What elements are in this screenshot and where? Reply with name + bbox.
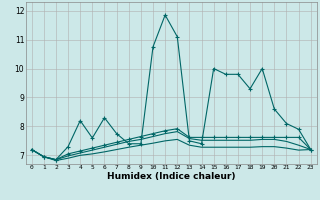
- X-axis label: Humidex (Indice chaleur): Humidex (Indice chaleur): [107, 172, 236, 181]
